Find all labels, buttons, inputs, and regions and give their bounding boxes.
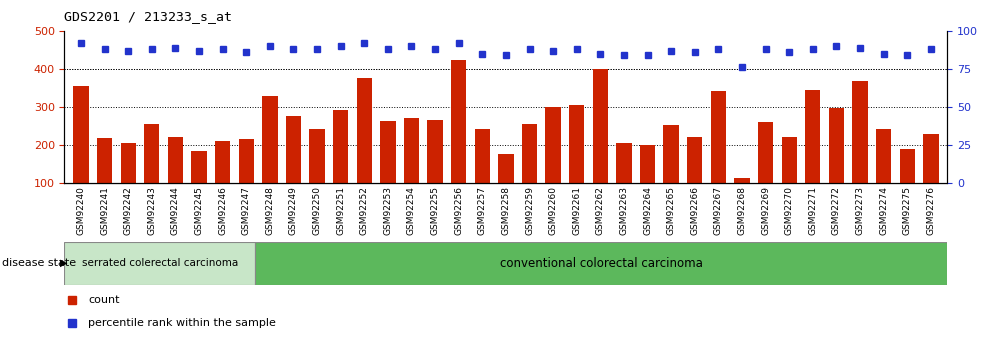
Bar — [876, 129, 891, 221]
Bar — [474, 129, 490, 221]
Text: GDS2201 / 213233_s_at: GDS2201 / 213233_s_at — [64, 10, 232, 23]
Bar — [546, 107, 560, 221]
Bar — [191, 151, 206, 221]
Bar — [758, 122, 773, 221]
Bar — [144, 124, 160, 221]
Bar — [498, 155, 514, 221]
Text: GSM92248: GSM92248 — [265, 186, 275, 235]
Text: GSM92247: GSM92247 — [242, 186, 251, 235]
Text: GSM92263: GSM92263 — [619, 186, 629, 235]
Bar — [664, 125, 679, 221]
Text: GSM92240: GSM92240 — [76, 186, 85, 235]
Text: GSM92265: GSM92265 — [667, 186, 676, 235]
Bar — [852, 81, 868, 221]
Bar — [640, 145, 656, 221]
Bar — [592, 69, 608, 221]
Bar — [451, 59, 466, 221]
Text: serrated colerectal carcinoma: serrated colerectal carcinoma — [81, 258, 238, 268]
Text: GSM92268: GSM92268 — [737, 186, 747, 235]
Bar — [404, 118, 420, 221]
Text: GSM92255: GSM92255 — [431, 186, 439, 235]
Text: GSM92246: GSM92246 — [218, 186, 227, 235]
Text: GSM92264: GSM92264 — [643, 186, 652, 235]
Text: GSM92276: GSM92276 — [927, 186, 935, 235]
Text: GSM92245: GSM92245 — [194, 186, 203, 235]
Bar — [734, 178, 750, 221]
Text: GSM92258: GSM92258 — [501, 186, 511, 235]
Text: GSM92260: GSM92260 — [549, 186, 558, 235]
Bar — [215, 141, 230, 221]
Bar — [924, 134, 938, 221]
Bar — [428, 120, 442, 221]
Text: GSM92266: GSM92266 — [690, 186, 699, 235]
Bar — [310, 129, 324, 221]
Bar — [121, 143, 136, 221]
Bar — [255, 241, 947, 285]
Bar — [168, 137, 184, 221]
Text: GSM92256: GSM92256 — [454, 186, 463, 235]
Text: GSM92275: GSM92275 — [903, 186, 912, 235]
Text: GSM92244: GSM92244 — [171, 186, 180, 235]
Bar — [97, 138, 112, 221]
Text: GSM92272: GSM92272 — [832, 186, 841, 235]
Text: GSM92269: GSM92269 — [761, 186, 770, 235]
Bar — [522, 124, 538, 221]
Text: count: count — [88, 295, 120, 305]
Bar — [262, 96, 278, 221]
Bar — [286, 117, 302, 221]
Text: GSM92270: GSM92270 — [785, 186, 794, 235]
Bar — [828, 108, 844, 221]
Text: GSM92267: GSM92267 — [714, 186, 723, 235]
Bar — [806, 90, 820, 221]
Bar — [64, 241, 255, 285]
Text: GSM92252: GSM92252 — [360, 186, 369, 235]
Text: GSM92273: GSM92273 — [855, 186, 864, 235]
Text: GSM92251: GSM92251 — [336, 186, 345, 235]
Text: GSM92257: GSM92257 — [478, 186, 487, 235]
Text: percentile rank within the sample: percentile rank within the sample — [88, 318, 276, 328]
Text: GSM92254: GSM92254 — [407, 186, 416, 235]
Text: GSM92250: GSM92250 — [312, 186, 321, 235]
Bar — [73, 86, 88, 221]
Text: GSM92249: GSM92249 — [289, 186, 298, 235]
Text: GSM92262: GSM92262 — [596, 186, 605, 235]
Bar — [569, 105, 584, 221]
Bar — [380, 121, 396, 221]
Bar — [687, 137, 702, 221]
Text: GSM92241: GSM92241 — [100, 186, 109, 235]
Text: ▶: ▶ — [60, 258, 67, 268]
Bar — [900, 149, 915, 221]
Text: GSM92271: GSM92271 — [808, 186, 817, 235]
Text: disease state: disease state — [2, 258, 76, 268]
Text: GSM92274: GSM92274 — [879, 186, 888, 235]
Bar — [710, 91, 726, 221]
Bar — [333, 110, 348, 221]
Text: GSM92261: GSM92261 — [572, 186, 581, 235]
Text: GSM92253: GSM92253 — [383, 186, 393, 235]
Bar — [616, 143, 632, 221]
Text: GSM92242: GSM92242 — [124, 186, 133, 235]
Bar — [782, 137, 797, 221]
Text: GSM92243: GSM92243 — [148, 186, 157, 235]
Bar — [356, 79, 372, 221]
Text: GSM92259: GSM92259 — [525, 186, 534, 235]
Bar — [239, 139, 254, 221]
Text: conventional colorectal carcinoma: conventional colorectal carcinoma — [500, 257, 702, 269]
